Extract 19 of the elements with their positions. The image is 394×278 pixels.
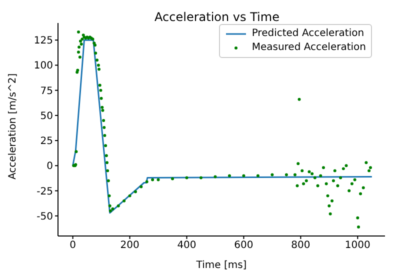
y-tick-label: -25 <box>36 186 53 198</box>
x-tick-label: 200 <box>120 240 140 252</box>
legend-label: Measured Acceleration <box>252 41 366 55</box>
y-tick-label: 75 <box>40 86 53 97</box>
x-tick-label: 1000 <box>344 240 370 252</box>
y-tick-label: 50 <box>40 110 53 122</box>
y-tick-label: -50 <box>36 211 53 222</box>
y-tick-label: 25 <box>40 136 53 148</box>
y-tick-label: 100 <box>34 60 53 72</box>
chart-title: Acceleration vs Time <box>154 10 280 24</box>
x-tick-label: 800 <box>291 240 310 252</box>
y-axis-title: Acceleration [m/s^2] <box>8 73 19 180</box>
x-tick-label: 600 <box>234 240 254 252</box>
x-tick-label: 400 <box>177 240 196 252</box>
y-tick-label: 0 <box>46 161 53 172</box>
y-tick-label: 125 <box>34 36 53 47</box>
x-axis-title: Time [ms] <box>195 260 247 271</box>
x-tick-label: 0 <box>70 240 76 252</box>
legend-label: Predicted Acceleration <box>252 27 364 41</box>
